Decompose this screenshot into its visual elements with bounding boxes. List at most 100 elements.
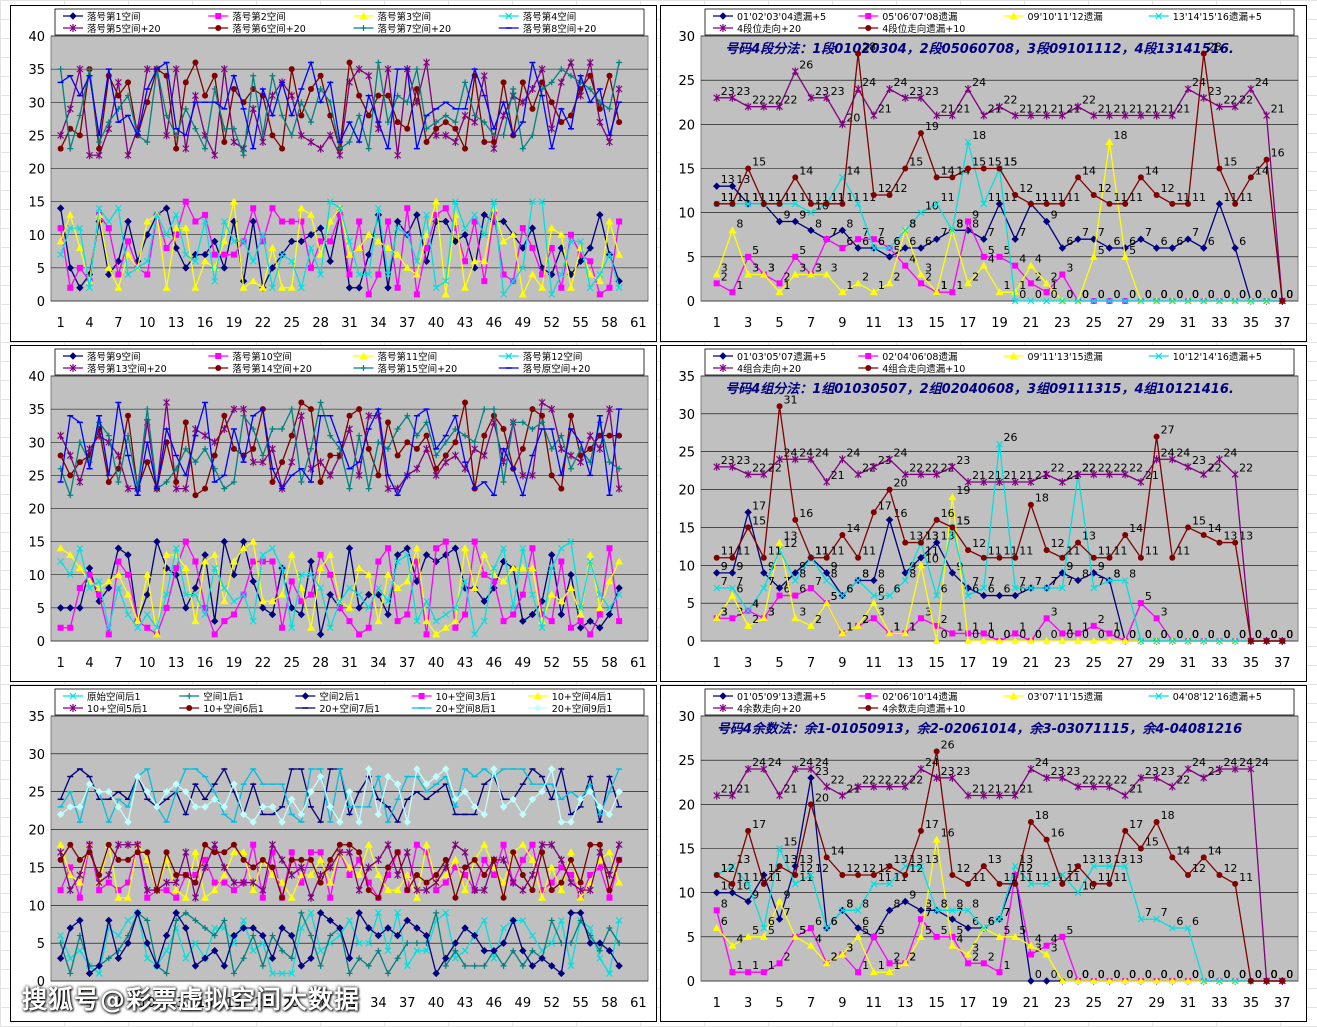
data-label: 5	[925, 924, 932, 937]
data-point	[172, 65, 180, 74]
data-point	[713, 872, 720, 878]
data-label: 21	[736, 783, 750, 796]
data-point	[182, 909, 189, 916]
data-label: 2	[815, 613, 822, 626]
data-label: 5	[941, 924, 948, 937]
data-point	[172, 878, 180, 887]
data-point	[355, 284, 363, 292]
data-point	[423, 419, 430, 426]
data-point	[57, 848, 65, 857]
data-point	[365, 411, 373, 420]
x-tick-label: 29	[1148, 996, 1165, 1011]
data-point	[586, 788, 594, 796]
data-point	[394, 426, 401, 432]
data-point	[181, 224, 190, 232]
data-point	[1074, 782, 1082, 791]
data-point	[1231, 637, 1239, 645]
data-point	[403, 544, 411, 552]
data-point	[220, 863, 228, 872]
data-point	[346, 237, 353, 245]
data-label: 6	[878, 235, 885, 248]
data-point	[965, 880, 972, 887]
data-point	[229, 197, 238, 205]
data-point	[965, 960, 972, 967]
data-label: 0	[1255, 288, 1262, 301]
data-label: 23	[956, 454, 970, 467]
data-point	[326, 217, 335, 225]
data-point	[182, 872, 189, 878]
legend-label-0: 01'03'05'07遗漏+5	[737, 351, 826, 363]
data-point	[548, 245, 555, 251]
data-label: 23	[1192, 454, 1206, 467]
data-label: 12	[815, 862, 829, 875]
x-tick-label: 37	[1274, 316, 1291, 331]
data-point	[606, 284, 613, 291]
data-point	[423, 125, 430, 132]
data-point	[144, 271, 151, 278]
data-point	[268, 597, 277, 605]
data-label: 5	[878, 924, 885, 937]
data-point	[210, 237, 219, 246]
data-point	[606, 894, 613, 901]
data-point	[901, 897, 909, 906]
data-point	[1075, 174, 1082, 181]
data-label: 21	[1271, 103, 1285, 116]
data-label: 23	[1208, 85, 1222, 98]
data-point	[760, 569, 768, 577]
data-point	[480, 550, 489, 558]
data-point	[500, 618, 507, 625]
data-label: 9	[831, 560, 838, 573]
data-point	[744, 880, 752, 888]
data-point	[1012, 262, 1019, 269]
data-point	[240, 237, 248, 245]
data-point	[288, 604, 296, 612]
data-point	[336, 924, 344, 932]
data-point	[210, 947, 219, 955]
data-point	[403, 551, 411, 559]
data-point	[114, 803, 123, 811]
data-point	[375, 558, 382, 565]
data-label: 11	[972, 871, 986, 884]
data-point	[1137, 915, 1145, 923]
data-label: 0	[1208, 628, 1215, 641]
data-point	[451, 198, 459, 206]
data-label: 0	[1271, 288, 1278, 301]
data-point	[143, 65, 151, 74]
data-label: 0	[1145, 288, 1152, 301]
legend-label-5: 10+空间5后1	[87, 703, 148, 715]
data-point	[365, 624, 372, 631]
data-label: 11	[1129, 191, 1143, 204]
data-point	[442, 439, 449, 446]
legend-label-6: 落号第7空间+20	[378, 23, 452, 35]
data-point	[96, 872, 103, 878]
data-point	[442, 879, 449, 886]
data-point	[886, 863, 893, 870]
x-tick-label: 4	[85, 316, 93, 331]
x-tick-label: 27	[1117, 996, 1134, 1011]
data-point	[105, 631, 112, 638]
data-point	[105, 432, 112, 439]
data-label: 0	[1192, 968, 1199, 981]
data-point	[355, 244, 364, 251]
data-point	[278, 878, 287, 886]
x-tick-label: 61	[630, 996, 647, 1011]
data-point	[567, 237, 575, 245]
x-tick-label: 13	[897, 316, 914, 331]
data-point	[356, 432, 363, 439]
data-label: 22	[1176, 774, 1190, 787]
y-tick-label: 25	[678, 74, 695, 89]
data-label: 23	[878, 454, 892, 467]
data-point	[823, 478, 831, 486]
data-point	[1121, 111, 1129, 120]
data-point	[855, 50, 862, 57]
data-point	[124, 250, 133, 258]
x-tick-label: 17	[960, 316, 977, 331]
data-point	[384, 947, 392, 955]
data-label: 21	[1035, 469, 1049, 482]
data-label: 24	[752, 756, 766, 769]
data-point	[1122, 532, 1129, 538]
data-point	[442, 277, 450, 285]
data-label: 19	[956, 484, 970, 497]
data-point	[269, 132, 276, 139]
